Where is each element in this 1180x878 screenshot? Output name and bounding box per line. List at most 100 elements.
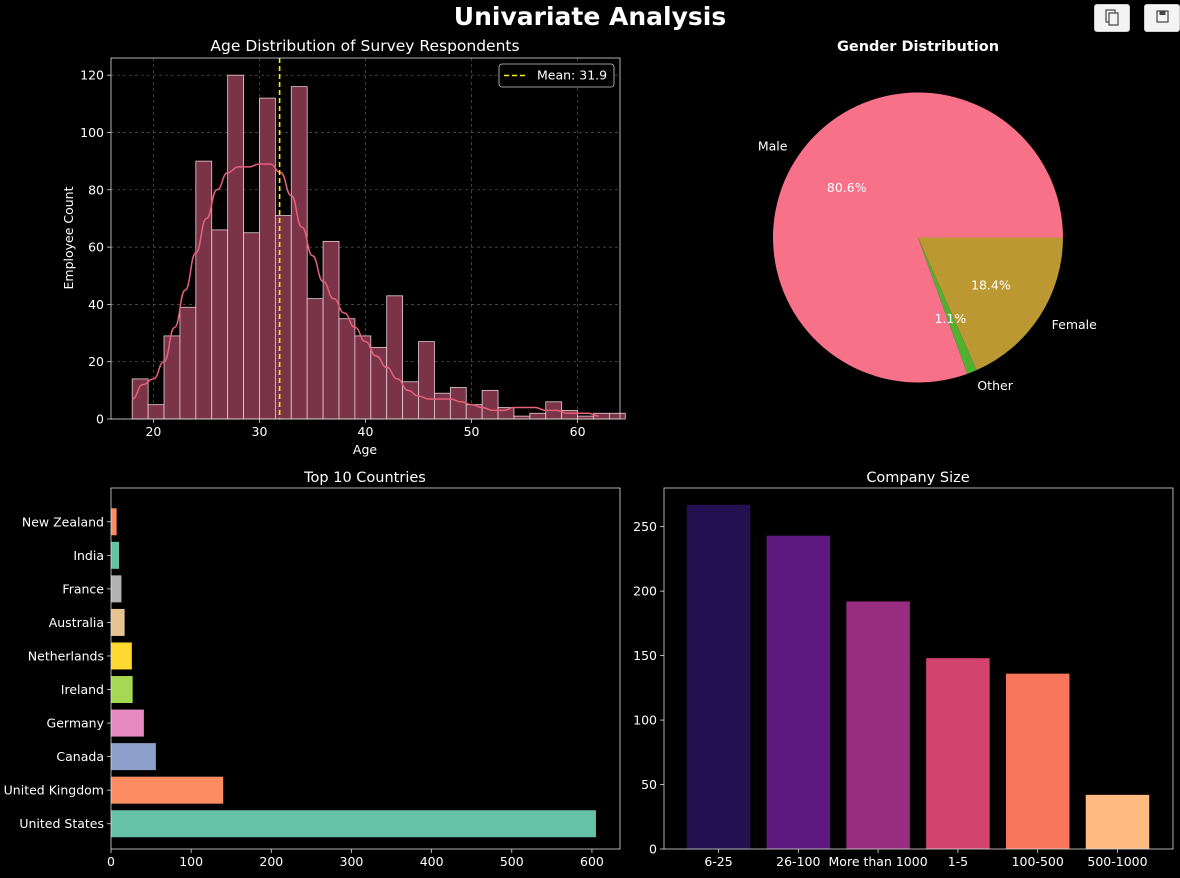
histogram-bar [497, 407, 515, 420]
country-label: Ireland [61, 682, 104, 697]
pie-slice-female [918, 237, 1063, 371]
country-bar [111, 541, 120, 569]
company-size-bar [766, 535, 831, 849]
histogram-bar [163, 335, 181, 420]
country-bar [111, 575, 122, 603]
histogram-bar [513, 415, 531, 420]
age-y-tick-label: 100 [80, 125, 104, 140]
pie-label-male: Male [758, 138, 788, 153]
country-bar [111, 709, 144, 737]
histogram-bar [402, 381, 419, 420]
country-x-tick-label: 500 [500, 854, 524, 869]
country-x-tick-label: 600 [580, 854, 604, 869]
company-size-chart-title: Company Size [866, 470, 969, 486]
age-y-tick-label: 20 [88, 354, 104, 369]
kde-curve [131, 163, 599, 417]
histogram-bar [577, 415, 594, 420]
legend-mean-label: Mean: 31.9 [537, 68, 607, 83]
histogram-bar [211, 229, 229, 420]
country-bar [111, 776, 224, 804]
histogram-bar [561, 410, 578, 420]
histogram-bar [338, 318, 356, 420]
age-legend: Mean: 31.9 [498, 63, 615, 88]
age-y-tick-label: 60 [88, 240, 104, 255]
country-label: Germany [47, 716, 105, 731]
age-x-tick-label: 20 [145, 424, 161, 439]
age-histogram-panel: Age Distribution of Survey Respondents 2… [61, 37, 626, 457]
histogram-bar [322, 240, 340, 420]
country-label: France [62, 581, 104, 596]
country-x-tick-label: 200 [259, 854, 283, 869]
company-size-y-tick-label: 0 [649, 842, 657, 857]
age-x-tick-label: 40 [358, 424, 374, 439]
country-label: United Kingdom [4, 783, 104, 798]
histogram-bar [386, 295, 404, 420]
histogram-bar [179, 306, 197, 420]
country-x-tick-label: 300 [340, 854, 364, 869]
pie-percent-female: 18.4% [971, 277, 1011, 292]
age-x-tick-label: 50 [464, 424, 480, 439]
age-chart-title: Age Distribution of Survey Respondents [210, 37, 519, 55]
country-bar [111, 642, 132, 670]
company-size-panel: Company Size 6-25 26-100 More than 1000 1-5… [633, 470, 1174, 869]
company-size-chart-frame [663, 487, 1174, 850]
histogram-bar [274, 215, 292, 420]
country-bar [111, 508, 117, 536]
age-y-tick-label: 40 [88, 297, 104, 312]
company-size-label: 26-100 [776, 854, 820, 869]
copy-icon [1105, 9, 1119, 26]
company-size-y-tick-label: 200 [633, 584, 657, 599]
histogram-bar [481, 389, 499, 420]
company-size-bar [926, 658, 990, 849]
country-x-tick-label: 100 [179, 854, 203, 869]
histogram-bar [449, 387, 467, 420]
histogram-bar [529, 412, 547, 420]
histogram-bar [147, 404, 165, 420]
histogram-bar [290, 86, 308, 420]
pie-slice-male [773, 92, 1063, 383]
company-size-label: 100-500 [1012, 854, 1064, 869]
pie-slice-other [918, 237, 977, 374]
countries-chart-frame [110, 487, 621, 850]
countries-panel: Top 10 Countries United States United Kin… [4, 470, 621, 869]
company-size-y-tick-label: 50 [641, 777, 657, 792]
age-y-axis-label: Employee Count [61, 186, 76, 289]
copy-button[interactable] [1094, 4, 1130, 32]
age-x-tick-label: 30 [252, 424, 268, 439]
country-bar [111, 810, 596, 838]
country-label: New Zealand [22, 514, 104, 529]
histogram-bar [418, 341, 435, 420]
company-size-label: 6-25 [704, 854, 732, 869]
histogram-bar [259, 97, 276, 420]
country-label: Canada [56, 749, 104, 764]
pie-label-female: Female [1052, 317, 1098, 332]
age-y-tick-label: 80 [88, 182, 104, 197]
country-label: Australia [49, 615, 104, 630]
company-size-label: More than 1000 [829, 854, 928, 869]
country-x-tick-label: 400 [420, 854, 444, 869]
legend-box [498, 63, 615, 88]
company-size-bar [1005, 673, 1070, 849]
company-size-y-tick-label: 100 [633, 713, 657, 728]
pie-percent-male: 80.6% [827, 180, 867, 195]
company-size-label: 500-1000 [1087, 854, 1147, 869]
save-icon [1156, 10, 1169, 23]
countries-chart-title: Top 10 Countries [303, 470, 426, 486]
company-size-bar [846, 601, 910, 849]
histogram-bar [608, 412, 626, 420]
company-size-bar [1085, 794, 1150, 849]
company-size-y-tick-label: 250 [633, 519, 657, 534]
histogram-bar [227, 74, 244, 420]
country-bar [111, 743, 156, 771]
age-x-axis-label: Age [353, 442, 377, 457]
company-size-label: 1-5 [948, 854, 968, 869]
country-label: Netherlands [28, 648, 104, 663]
histogram-bar [434, 392, 451, 420]
company-size-y-tick-label: 150 [633, 648, 657, 663]
figure-title: Univariate Analysis [453, 2, 727, 31]
age-x-tick-label: 60 [570, 424, 586, 439]
histogram-bar [354, 335, 372, 420]
country-label: United States [19, 816, 104, 831]
histogram-bar [306, 298, 324, 420]
